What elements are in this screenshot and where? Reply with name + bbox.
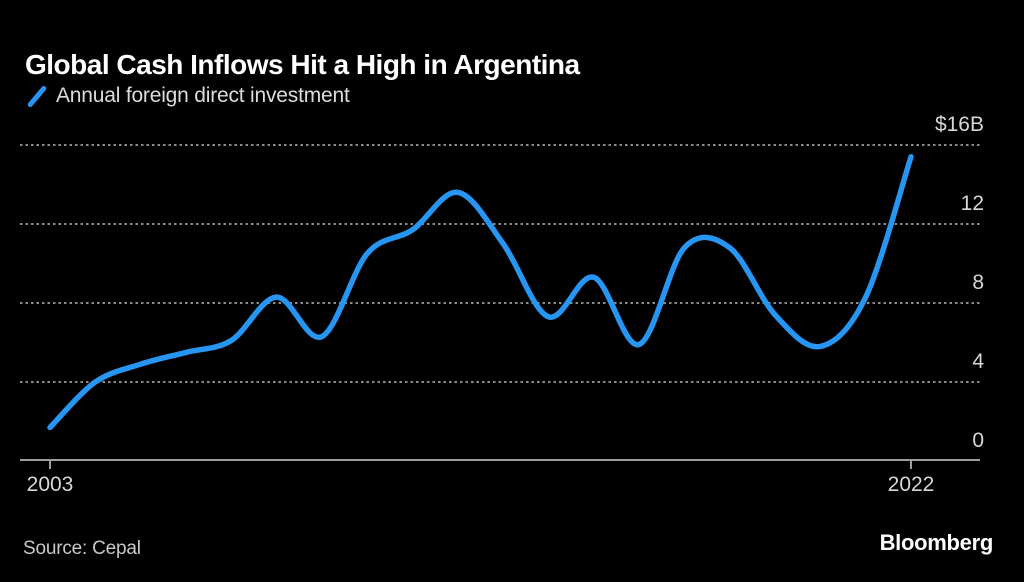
y-tick-label-12: 12	[960, 192, 984, 215]
gridline-4	[20, 381, 980, 383]
gridline-8	[20, 302, 980, 304]
y-tick-label-8: 8	[972, 271, 984, 294]
y-tick-label-16: $16B	[934, 113, 984, 136]
y-tick-label-4: 4	[972, 350, 984, 373]
source-note: Source: Cepal	[23, 538, 141, 559]
gridline-12	[20, 223, 980, 225]
fdi-line-series	[47, 154, 914, 431]
bloomberg-logo: Bloomberg	[879, 530, 994, 555]
x-tick-label-2003: 2003	[26, 473, 74, 496]
x-tick-label-2022: 2022	[887, 473, 935, 496]
x-axis-line	[20, 459, 980, 461]
legend-label: Annual foreign direct investment	[56, 84, 350, 107]
legend: Annual foreign direct investment	[24, 82, 350, 110]
gridline-16	[20, 144, 980, 146]
y-tick-label-0: 0	[972, 429, 984, 452]
chart-title: Global Cash Inflows Hit a High in Argent…	[25, 48, 580, 80]
x-tick-2022	[910, 461, 912, 469]
x-tick-2003	[49, 461, 51, 469]
